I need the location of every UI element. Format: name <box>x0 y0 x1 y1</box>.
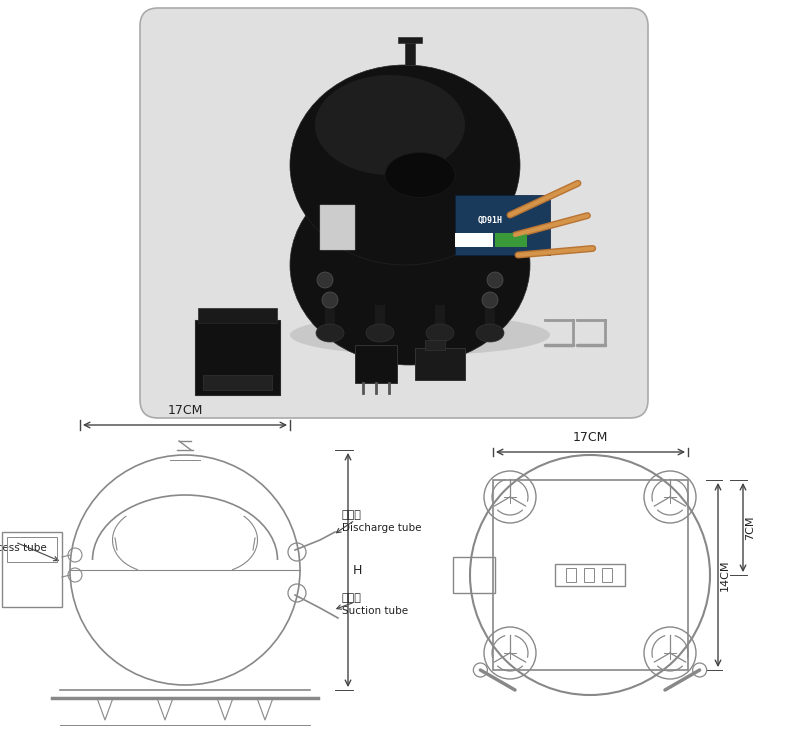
Text: 排气管: 排气管 <box>342 510 362 520</box>
Text: 14CM: 14CM <box>720 559 730 591</box>
Circle shape <box>317 272 333 288</box>
Bar <box>425 340 445 350</box>
Bar <box>435 305 445 335</box>
Circle shape <box>322 292 338 308</box>
Bar <box>405 40 415 65</box>
Bar <box>355 345 397 383</box>
Ellipse shape <box>315 75 465 175</box>
Bar <box>198 308 277 323</box>
Text: 7CM: 7CM <box>745 515 755 540</box>
Bar <box>555 564 625 586</box>
Ellipse shape <box>476 324 504 342</box>
Bar <box>485 305 495 335</box>
Text: Suction tube: Suction tube <box>342 606 408 616</box>
Text: 17CM: 17CM <box>572 431 608 444</box>
Bar <box>375 305 385 335</box>
Ellipse shape <box>385 153 455 197</box>
Bar <box>495 233 527 247</box>
Bar <box>493 480 688 670</box>
Ellipse shape <box>290 165 530 365</box>
Ellipse shape <box>426 324 454 342</box>
Bar <box>7 537 57 562</box>
Bar <box>455 233 493 247</box>
Bar <box>2 532 62 607</box>
Ellipse shape <box>366 324 394 342</box>
Text: 17CM: 17CM <box>167 404 203 417</box>
Bar <box>453 557 495 593</box>
FancyBboxPatch shape <box>140 8 648 418</box>
Bar <box>195 320 280 395</box>
Bar <box>325 305 335 335</box>
Bar <box>398 37 422 43</box>
Text: H: H <box>353 563 363 577</box>
Bar <box>455 195 550 255</box>
Circle shape <box>487 272 503 288</box>
Ellipse shape <box>290 315 550 355</box>
Text: Process tube: Process tube <box>0 543 47 553</box>
Bar <box>320 205 355 250</box>
Text: Discharge tube: Discharge tube <box>342 523 422 533</box>
Bar <box>415 348 465 380</box>
Ellipse shape <box>290 65 520 265</box>
Bar <box>584 568 594 582</box>
Bar <box>566 568 576 582</box>
Bar <box>203 375 272 390</box>
Bar <box>602 568 612 582</box>
Text: 吸气管: 吸气管 <box>342 593 362 603</box>
Text: QD91H: QD91H <box>477 215 502 224</box>
Ellipse shape <box>316 324 344 342</box>
Circle shape <box>482 292 498 308</box>
